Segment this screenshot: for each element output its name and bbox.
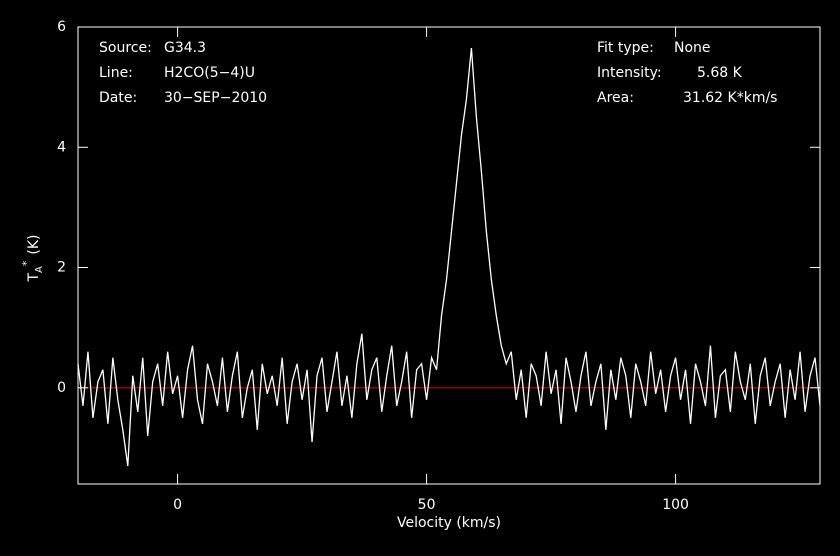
annotation-value: 5.68 K xyxy=(697,65,743,81)
y-label-unit: (K) xyxy=(26,234,42,254)
y-label-sub: A xyxy=(34,266,45,273)
annotation-key: Line: xyxy=(99,65,133,81)
spectrum-line xyxy=(77,47,821,467)
y-tick-label: 2 xyxy=(57,260,66,276)
annotation-key: Source: xyxy=(99,40,152,56)
annotation-key: Fit type: xyxy=(597,40,654,56)
x-axis-label: Velocity (km/s) xyxy=(397,515,501,531)
plot-frame xyxy=(77,26,821,485)
annotation-key: Area: xyxy=(597,90,634,106)
x-tick-label: 0 xyxy=(173,497,182,513)
y-tick-label: 4 xyxy=(57,139,66,155)
y-label-sup: * xyxy=(20,260,33,266)
annotation-value: None xyxy=(674,40,711,56)
x-tick-label: 100 xyxy=(662,497,689,513)
annotation-key: Date: xyxy=(99,90,137,106)
y-tick-label: 0 xyxy=(57,380,66,396)
annotation-value: 31.62 K*km/s xyxy=(683,90,777,106)
annotation-key: Intensity: xyxy=(597,65,662,81)
y-label-main: T xyxy=(26,273,42,283)
annotation-value: G34.3 xyxy=(164,40,206,56)
x-tick-label: 50 xyxy=(418,497,436,513)
annotation-value: H2CO(5−4)U xyxy=(164,65,255,81)
y-axis-label: TA* (K) xyxy=(20,234,45,282)
annotation-value: 30−SEP−2010 xyxy=(164,90,267,106)
y-tick-label: 6 xyxy=(57,19,66,35)
